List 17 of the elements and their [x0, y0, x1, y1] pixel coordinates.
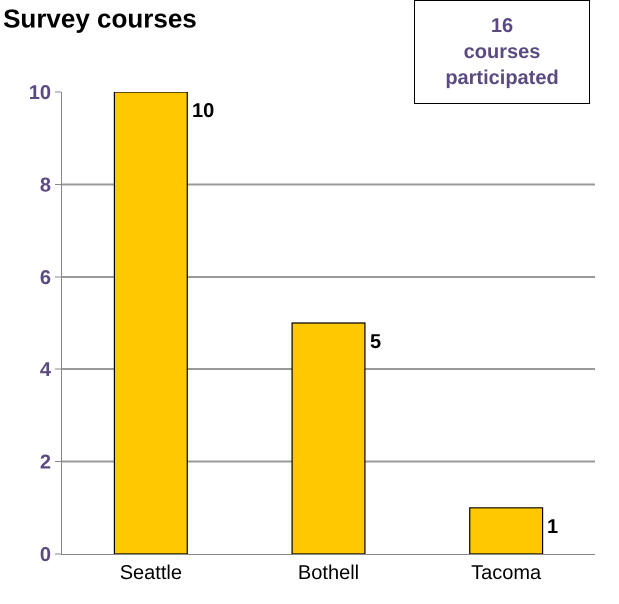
bar: [114, 92, 188, 554]
y-tick-label: 2: [40, 452, 51, 474]
chart-title: Survey courses: [3, 3, 197, 34]
text: 16 courses participated: [445, 15, 559, 89]
y-tick-label: 4: [40, 359, 52, 382]
x-tick-label: Bothell: [298, 562, 360, 584]
data-label: 1: [547, 516, 558, 538]
y-tick-label: 8: [40, 174, 51, 196]
y-tick-label: 6: [40, 266, 51, 289]
bar: [469, 507, 544, 554]
bar: [291, 322, 366, 554]
data-label: 5: [370, 331, 382, 353]
data-label: 10: [192, 100, 214, 122]
y-tick-label: 0: [40, 544, 51, 566]
x-tick-label: Tacoma: [471, 562, 542, 584]
x-tick-label: Seattle: [120, 562, 182, 584]
y-tick-label: 10: [28, 82, 51, 104]
